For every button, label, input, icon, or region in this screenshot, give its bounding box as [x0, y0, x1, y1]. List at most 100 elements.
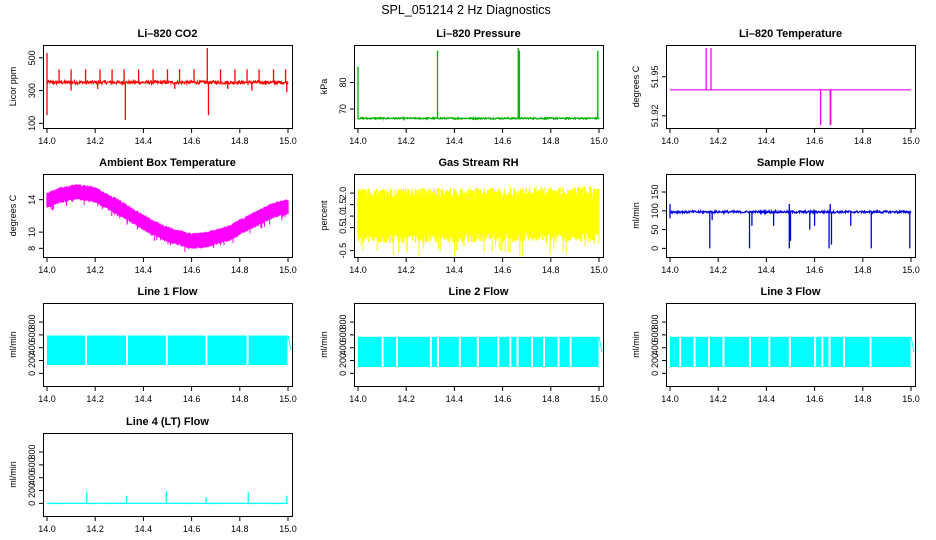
x-tick-label: 14.6 — [183, 136, 201, 146]
panel-title: Line 4 (LT) Flow — [126, 416, 209, 428]
x-tick-label: 14.4 — [446, 265, 464, 275]
series-block — [710, 336, 723, 367]
plot-frame — [666, 303, 916, 387]
x-tick-label: 14.8 — [542, 136, 560, 146]
series-block — [128, 335, 166, 366]
plot-frame — [43, 45, 293, 129]
series-block — [559, 336, 570, 367]
series-block — [670, 336, 680, 367]
y-tick-label: 0 — [27, 371, 37, 376]
y-axis-label: percent — [319, 200, 329, 231]
data-layer — [357, 48, 600, 121]
x-tick-label: 15.0 — [590, 265, 608, 275]
y-tick-label: 150 — [650, 185, 660, 200]
panel-rh: Gas Stream RH 14.0 14.2 14.4 14.6 14.8 15.0 -0.… — [319, 157, 608, 275]
panel-pressure: Li–820 Pressure 14.0 14.2 14.4 14.6 14.8 15.0 7… — [319, 28, 608, 146]
panel-sample: Sample Flow 14.0 14.2 14.4 14.6 14.8 15.0 0 50 10… — [631, 157, 920, 275]
series-block — [724, 336, 750, 367]
x-tick-label: 14.0 — [661, 136, 679, 146]
y-axis-label: ml/min — [319, 331, 329, 358]
series-block — [398, 336, 430, 367]
series-block — [830, 336, 844, 367]
series-block — [790, 336, 815, 367]
y-tick-label: 8 — [27, 246, 37, 251]
x-tick-label: 14.8 — [542, 265, 560, 275]
x-tick-label: 14.2 — [397, 394, 415, 404]
x-tick-label: 14.8 — [231, 265, 249, 275]
series-block — [823, 336, 829, 367]
x-tick-label: 15.0 — [590, 394, 608, 404]
panel-line1: Line 1 Flow 14.0 14.2 14.4 14.6 14.8 15.0 0 2004… — [8, 286, 297, 404]
x-tick-label: 14.4 — [135, 524, 153, 534]
series-block — [358, 336, 382, 367]
y-tick-label: 400 — [650, 340, 660, 355]
panel-title: Line 2 Flow — [449, 286, 509, 298]
y-tick-label: 500 — [27, 50, 37, 65]
x-tick-label: 14.8 — [231, 136, 249, 146]
x-tick-label: 14.8 — [231, 524, 249, 534]
x-tick-label: 14.2 — [709, 136, 727, 146]
y-tick-label: 14 — [27, 195, 37, 205]
series-line — [669, 208, 912, 216]
x-tick-label: 14.4 — [135, 265, 153, 275]
series-block — [431, 336, 438, 367]
panel-ambient: Ambient Box Temperature 14.0 14.2 14.4 14.6 1… — [8, 157, 297, 275]
x-tick-label: 14.4 — [446, 394, 464, 404]
panel-title: Line 1 Flow — [138, 286, 198, 298]
y-tick-label: 800 — [338, 315, 348, 330]
data-layer — [670, 336, 915, 367]
y-tick-label: 800 — [650, 315, 660, 330]
x-tick-label: 14.8 — [854, 394, 872, 404]
y-tick-label: 200 — [27, 353, 37, 368]
series-tail — [287, 335, 292, 351]
x-tick-label: 14.6 — [183, 265, 201, 275]
y-tick-label: 300 — [27, 83, 37, 98]
panel-co2: Li–820 CO2 14.0 14.2 14.4 14.6 14.8 15.0 100 300… — [8, 28, 297, 146]
x-tick-label: 14.6 — [806, 394, 824, 404]
series-block — [167, 335, 206, 366]
y-axis-label: ml/min — [8, 461, 18, 488]
y-tick-label: 600 — [650, 327, 660, 342]
y-tick-label: 1.5 — [338, 198, 348, 211]
series-block — [845, 336, 870, 367]
panel-line2: Line 2 Flow 14.0 14.2 14.4 14.6 14.8 15.0 0 2004… — [319, 286, 608, 404]
data-layer — [357, 186, 600, 257]
plot-frame — [666, 174, 916, 258]
figure-title: SPL_051214 2 Hz Diagnostics — [381, 3, 551, 17]
y-tick-label: 400 — [27, 470, 37, 485]
series-block — [751, 336, 769, 367]
y-tick-label: 0 — [27, 501, 37, 506]
y-tick-label: 600 — [27, 327, 37, 342]
y-tick-label: 70 — [338, 104, 348, 114]
data-layer — [670, 48, 911, 125]
x-tick-label: 14.0 — [38, 524, 56, 534]
panel-line3: Line 3 Flow 14.0 14.2 14.4 14.6 14.8 15.0 0 2004… — [631, 286, 920, 404]
x-tick-label: 14.0 — [38, 136, 56, 146]
x-tick-label: 14.0 — [661, 265, 679, 275]
data-layer — [358, 336, 603, 367]
y-tick-label: -0.5 — [338, 243, 348, 259]
x-tick-label: 14.2 — [397, 136, 415, 146]
x-tick-label: 15.0 — [902, 136, 920, 146]
series-block — [571, 336, 599, 367]
y-tick-label: 10 — [27, 227, 37, 237]
series-block — [871, 336, 911, 367]
y-axis-label: degrees C — [631, 65, 641, 107]
data-layer — [46, 184, 289, 252]
y-axis-label: kPa — [319, 79, 329, 95]
y-tick-label: 200 — [650, 353, 660, 368]
x-tick-label: 14.4 — [446, 136, 464, 146]
y-tick-label: 400 — [338, 340, 348, 355]
data-layer — [669, 204, 912, 249]
y-tick-label: 50 — [650, 225, 660, 235]
x-tick-label: 15.0 — [279, 394, 297, 404]
panel-temp: Li–820 Temperature 14.0 14.2 14.4 14.6 14.8 15… — [631, 28, 920, 146]
series-tail — [598, 336, 603, 352]
x-tick-label: 14.0 — [349, 136, 367, 146]
series-block — [439, 336, 459, 367]
panel-line4: Line 4 (LT) Flow 14.0 14.2 14.4 14.6 14.8 15.0… — [8, 416, 297, 534]
series-block — [681, 336, 694, 367]
x-tick-label: 14.4 — [135, 136, 153, 146]
y-tick-label: 800 — [27, 315, 37, 330]
